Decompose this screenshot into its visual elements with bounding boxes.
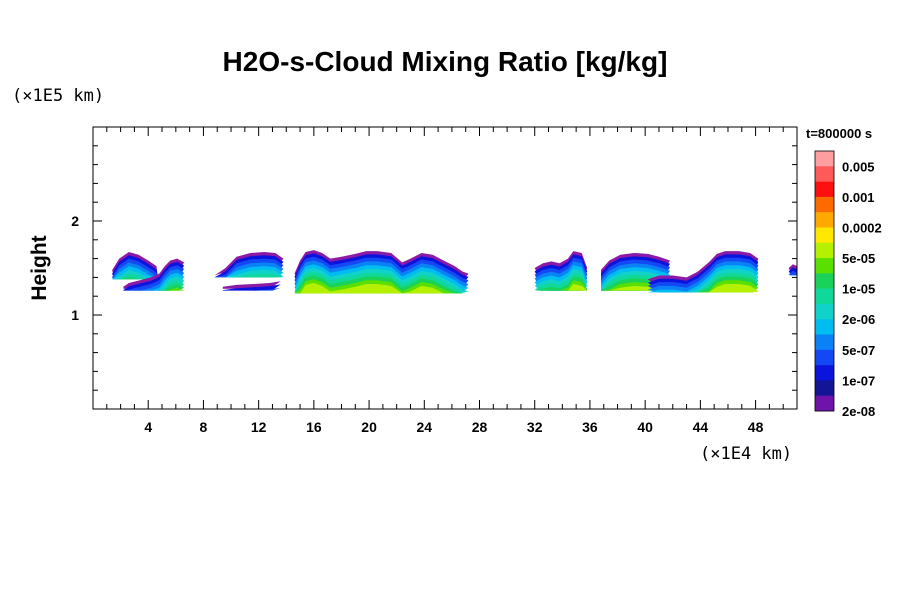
cloud-4 (222, 281, 281, 291)
cloud-2-contour-8 (123, 284, 185, 291)
legend-label: 0.005 (842, 159, 875, 174)
x-tick-label: 44 (693, 419, 709, 435)
cloud-2 (123, 258, 185, 291)
cloud-9 (788, 264, 797, 276)
x-tick-label: 32 (527, 419, 543, 435)
cloud-1 (112, 252, 158, 280)
legend-label: 2e-08 (842, 404, 875, 419)
cloud-3 (214, 252, 284, 278)
x-tick-label: 40 (637, 419, 653, 435)
cloud-6-contour-10 (534, 284, 588, 291)
x-tick-label: 12 (251, 419, 267, 435)
legend-swatch (815, 349, 834, 366)
legend-label: 5e-07 (842, 343, 875, 358)
legend-label: 2e-06 (842, 312, 875, 327)
cloud-8-contour-10 (647, 284, 759, 293)
legend-label: 5e-05 (842, 251, 875, 266)
x-tick-label: 24 (417, 419, 433, 435)
legend-swatch (815, 258, 834, 274)
legend-swatch (815, 227, 834, 244)
plot-frame (92, 126, 798, 410)
legend-swatch (815, 319, 834, 335)
x-tick-label: 48 (748, 419, 764, 435)
color-legend: 0.005 0.001 0.0002 5e-05 1e-05 2e-06 5e-07 1e-0… (814, 150, 882, 419)
legend-swatch (815, 181, 834, 198)
chart-title: H2O-s-Cloud Mixing Ratio [kg/kg] (222, 46, 668, 77)
y-axis-unit: (×1E5 km) (12, 86, 105, 106)
y-tick-label: 1 (71, 307, 79, 323)
cloud-1-contour-8 (112, 277, 158, 280)
cloud-2-contour-9 (123, 287, 185, 291)
time-label: t=800000 s (806, 126, 873, 141)
legend-label: 0.0002 (842, 221, 882, 236)
legend-swatch (815, 242, 834, 259)
legend-swatch (815, 151, 834, 167)
legend-swatch (815, 212, 834, 228)
legend-swatch (815, 196, 834, 213)
cloud-8 (647, 251, 759, 293)
legend-swatch (815, 334, 834, 351)
cloud-9-contour-4 (788, 274, 797, 276)
cloud-5-contour-10 (294, 283, 469, 294)
x-tick-label: 20 (361, 419, 377, 435)
cloud-4-contour-3 (222, 287, 281, 291)
cloud-field (112, 250, 797, 294)
cloud-3-contour-7 (214, 273, 284, 278)
x-axis-unit: (×1E4 km) (700, 444, 793, 464)
x-tick-label: 16 (306, 419, 322, 435)
cloud-9-contour-3 (788, 270, 797, 276)
legend-swatch (815, 166, 834, 182)
cloud-5 (294, 250, 469, 294)
legend-frame (814, 150, 835, 412)
x-tick-label: 36 (582, 419, 598, 435)
legend-label: 1e-07 (842, 373, 875, 388)
cloud-4-contour-2 (222, 284, 281, 291)
legend-swatch (815, 288, 834, 305)
legend-swatch (815, 365, 834, 381)
legend-swatch (815, 395, 834, 412)
legend-label: 0.001 (842, 190, 875, 205)
x-tick-label: 8 (200, 419, 208, 435)
cloud-1-contour-7 (112, 273, 158, 280)
legend-swatch (815, 380, 834, 396)
legend-swatch (815, 303, 834, 320)
x-tick-label: 4 (144, 419, 152, 435)
cloud-6 (534, 251, 588, 291)
y-tick-label: 2 (71, 213, 79, 229)
legend-swatch (815, 273, 834, 289)
legend-label: 1e-05 (842, 282, 875, 297)
x-tick-label: 28 (472, 419, 488, 435)
